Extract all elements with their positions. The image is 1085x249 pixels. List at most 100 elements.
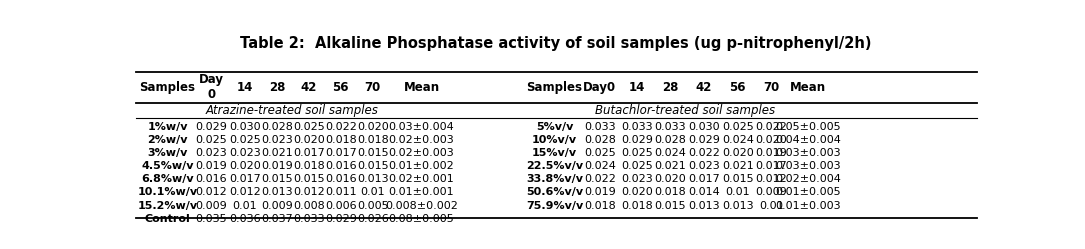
Text: 0.035: 0.035 xyxy=(195,214,227,224)
Text: 0.018: 0.018 xyxy=(293,161,324,171)
Text: 0.024: 0.024 xyxy=(584,161,615,171)
Text: 0.017: 0.017 xyxy=(324,148,357,158)
Text: 28: 28 xyxy=(269,81,285,94)
Text: 0.011: 0.011 xyxy=(326,187,357,197)
Text: 0.018: 0.018 xyxy=(621,200,653,210)
Text: 10%v/v: 10%v/v xyxy=(532,135,577,145)
Text: 0.016: 0.016 xyxy=(326,174,357,184)
Text: 0.005: 0.005 xyxy=(357,200,388,210)
Text: 0.029: 0.029 xyxy=(195,122,227,132)
Text: 0.025: 0.025 xyxy=(621,148,653,158)
Text: 0.015: 0.015 xyxy=(654,200,686,210)
Text: 70: 70 xyxy=(365,81,381,94)
Text: 0.009: 0.009 xyxy=(755,187,788,197)
Text: 0.014: 0.014 xyxy=(688,187,720,197)
Text: 0.023: 0.023 xyxy=(621,174,653,184)
Text: 0.01: 0.01 xyxy=(760,200,783,210)
Text: 15.2%w/v: 15.2%w/v xyxy=(138,200,197,210)
Text: 2%w/v: 2%w/v xyxy=(148,135,188,145)
Text: 0.028: 0.028 xyxy=(584,135,615,145)
Text: 0.033: 0.033 xyxy=(584,122,615,132)
Text: 0.023: 0.023 xyxy=(195,148,227,158)
Text: 0.023: 0.023 xyxy=(229,148,260,158)
Text: 0.019: 0.019 xyxy=(261,161,293,171)
Text: Table 2:  Alkaline Phosphatase activity of soil samples (ug p-nitrophenyl/2h): Table 2: Alkaline Phosphatase activity o… xyxy=(240,36,872,51)
Text: 42: 42 xyxy=(695,81,712,94)
Text: 0.026: 0.026 xyxy=(357,214,388,224)
Text: 0.025: 0.025 xyxy=(293,122,324,132)
Text: 0.01: 0.01 xyxy=(360,187,385,197)
Text: 0.018: 0.018 xyxy=(654,187,687,197)
Text: 0.028: 0.028 xyxy=(654,135,687,145)
Text: 56: 56 xyxy=(332,81,349,94)
Text: 0.006: 0.006 xyxy=(326,200,357,210)
Text: 0.023: 0.023 xyxy=(688,161,720,171)
Text: 0.013: 0.013 xyxy=(261,187,293,197)
Text: 0.02±0.003: 0.02±0.003 xyxy=(388,148,455,158)
Text: 0.015: 0.015 xyxy=(261,174,293,184)
Text: 0.037: 0.037 xyxy=(261,214,293,224)
Text: 0.017: 0.017 xyxy=(293,148,324,158)
Text: 0.018: 0.018 xyxy=(584,200,615,210)
Text: 56: 56 xyxy=(729,81,746,94)
Text: 0.03±0.004: 0.03±0.004 xyxy=(388,122,455,132)
Text: 0.025: 0.025 xyxy=(229,135,260,145)
Text: 0.029: 0.029 xyxy=(324,214,357,224)
Text: 0.025: 0.025 xyxy=(722,122,754,132)
Text: 1%w/v: 1%w/v xyxy=(148,122,188,132)
Text: 0.015: 0.015 xyxy=(357,161,388,171)
Text: 0.028: 0.028 xyxy=(261,122,293,132)
Text: 22.5%v/v: 22.5%v/v xyxy=(526,161,583,171)
Text: 0.022: 0.022 xyxy=(324,122,357,132)
Text: 0.022: 0.022 xyxy=(755,122,788,132)
Text: 0.015: 0.015 xyxy=(722,174,753,184)
Text: 0.018: 0.018 xyxy=(357,135,388,145)
Text: 0.020: 0.020 xyxy=(357,122,388,132)
Text: 0.008: 0.008 xyxy=(293,200,324,210)
Text: 0.01±0.001: 0.01±0.001 xyxy=(388,187,455,197)
Text: 0.01±0.003: 0.01±0.003 xyxy=(776,200,841,210)
Text: 0.020: 0.020 xyxy=(621,187,653,197)
Text: 50.6%v/v: 50.6%v/v xyxy=(526,187,583,197)
Text: 70: 70 xyxy=(763,81,779,94)
Text: 4.5%w/v: 4.5%w/v xyxy=(141,161,194,171)
Text: 0.019: 0.019 xyxy=(755,148,788,158)
Text: Samples: Samples xyxy=(526,81,583,94)
Text: 0.012: 0.012 xyxy=(293,187,324,197)
Text: 0.015: 0.015 xyxy=(293,174,324,184)
Text: 0.02±0.001: 0.02±0.001 xyxy=(388,174,455,184)
Text: 14: 14 xyxy=(237,81,253,94)
Text: 0.021: 0.021 xyxy=(654,161,687,171)
Text: 0.020: 0.020 xyxy=(755,135,788,145)
Text: 0.01±0.002: 0.01±0.002 xyxy=(388,161,455,171)
Text: 5%v/v: 5%v/v xyxy=(536,122,573,132)
Text: 0.025: 0.025 xyxy=(621,161,653,171)
Text: 28: 28 xyxy=(662,81,678,94)
Text: 0.033: 0.033 xyxy=(293,214,324,224)
Text: 0.01: 0.01 xyxy=(232,200,257,210)
Text: 0.017: 0.017 xyxy=(229,174,260,184)
Text: 0.029: 0.029 xyxy=(688,135,720,145)
Text: 0.029: 0.029 xyxy=(621,135,653,145)
Text: 0.022: 0.022 xyxy=(584,174,615,184)
Text: 0.01: 0.01 xyxy=(726,187,750,197)
Text: 0.025: 0.025 xyxy=(584,148,615,158)
Text: 33.8%v/v: 33.8%v/v xyxy=(526,174,583,184)
Text: 0.08±0.005: 0.08±0.005 xyxy=(388,214,455,224)
Text: 0.03±0.003: 0.03±0.003 xyxy=(776,148,841,158)
Text: 14: 14 xyxy=(628,81,644,94)
Text: 0.02±0.004: 0.02±0.004 xyxy=(776,174,841,184)
Text: 0.019: 0.019 xyxy=(195,161,227,171)
Text: Mean: Mean xyxy=(404,81,439,94)
Text: 0.033: 0.033 xyxy=(654,122,686,132)
Text: 0.012: 0.012 xyxy=(229,187,260,197)
Text: 0.021: 0.021 xyxy=(722,161,754,171)
Text: 0.030: 0.030 xyxy=(688,122,719,132)
Text: 0.018: 0.018 xyxy=(324,135,357,145)
Text: 0.030: 0.030 xyxy=(229,122,260,132)
Text: 0.025: 0.025 xyxy=(195,135,227,145)
Text: 0.021: 0.021 xyxy=(261,148,293,158)
Text: Day0: Day0 xyxy=(584,81,616,94)
Text: 0.009: 0.009 xyxy=(261,200,293,210)
Text: 0.009: 0.009 xyxy=(195,200,227,210)
